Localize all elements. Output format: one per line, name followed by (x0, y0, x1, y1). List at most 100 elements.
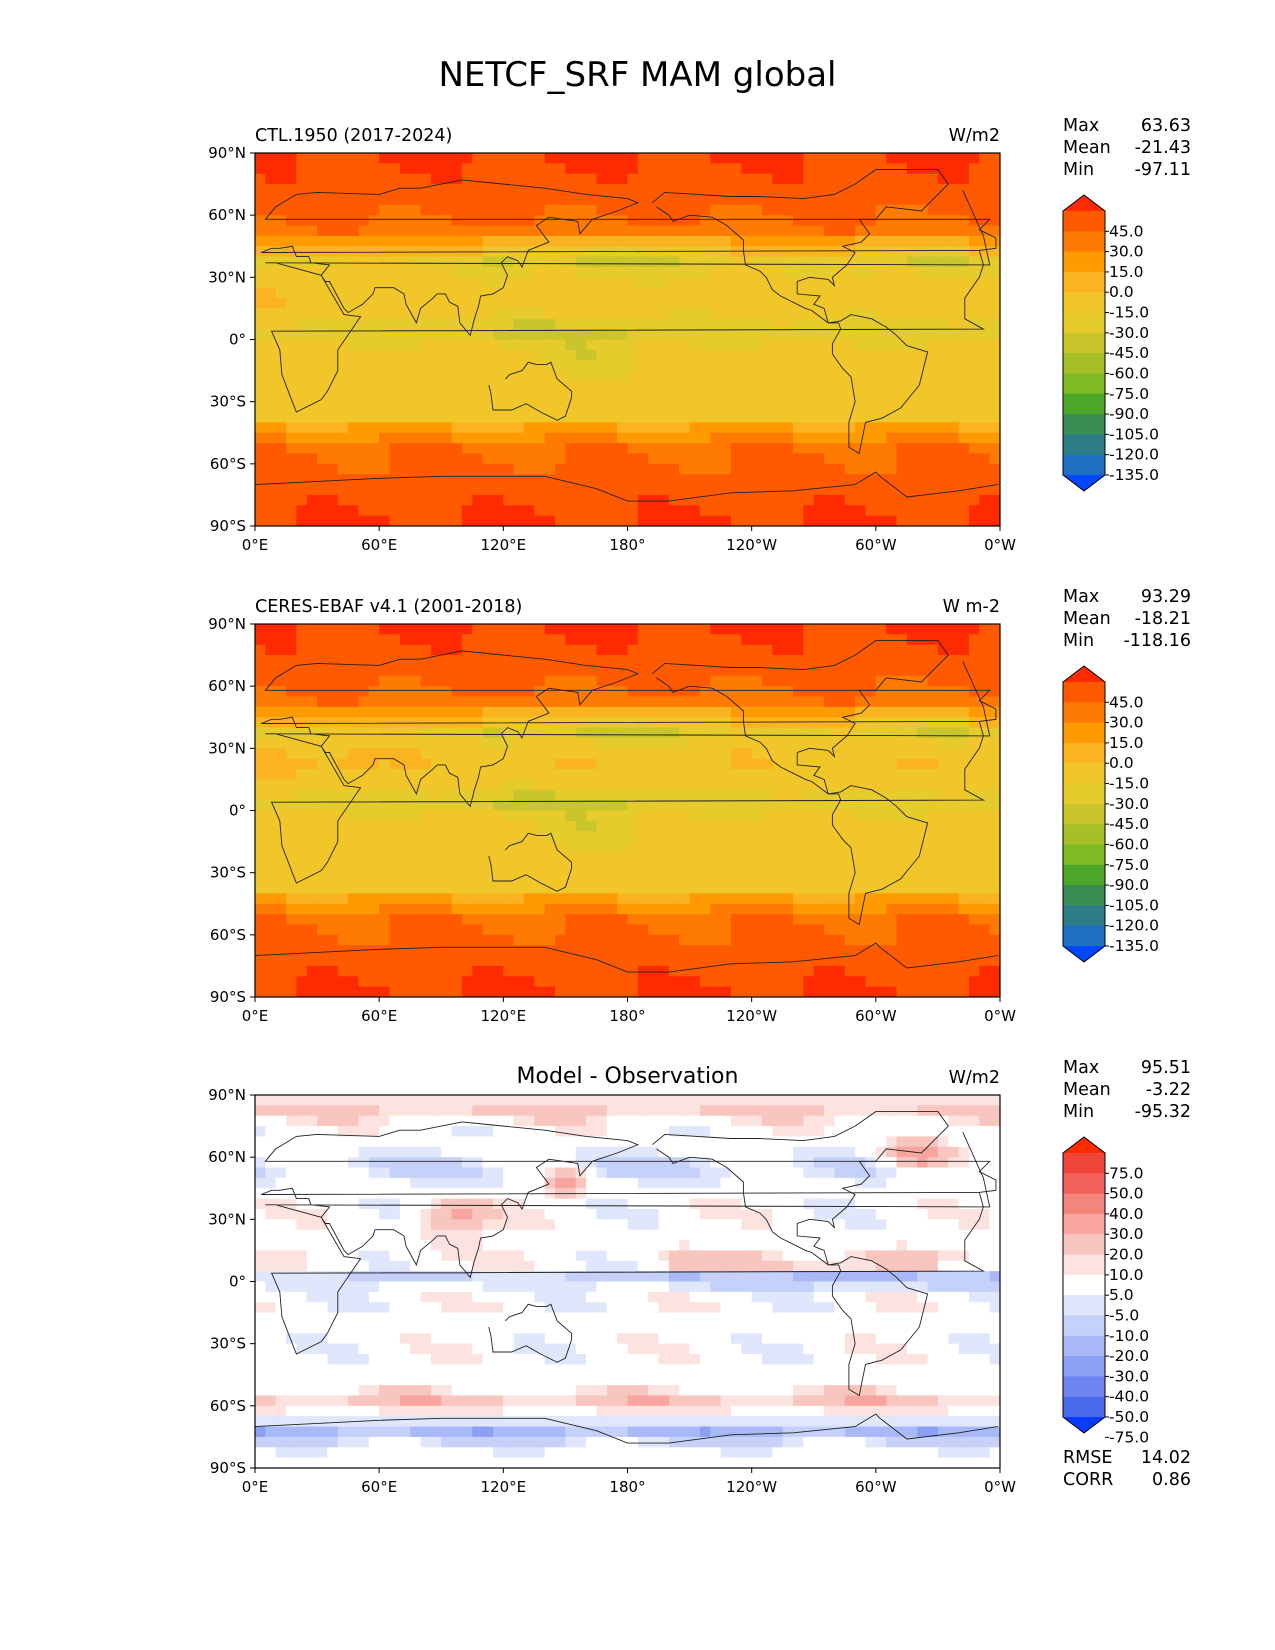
field-cell (958, 655, 970, 667)
field-cell (544, 329, 556, 341)
field-cell (648, 934, 660, 946)
field-cell (762, 706, 773, 718)
field-cell (586, 851, 598, 863)
field-cell (710, 717, 722, 729)
field-cell (782, 665, 794, 677)
field-cell (648, 810, 660, 822)
field-cell (348, 686, 360, 698)
field-cell (948, 624, 960, 635)
field-cell (451, 686, 463, 698)
field-cell (824, 779, 836, 791)
field-cell (513, 432, 525, 444)
field-cell (410, 225, 422, 237)
field-cell (679, 474, 691, 486)
field-cell (741, 686, 753, 698)
field-cell (368, 945, 380, 957)
field-cell (410, 173, 422, 185)
field-cell (782, 851, 794, 863)
field-cell (410, 924, 422, 936)
field-cell (451, 360, 463, 372)
field-cell (793, 727, 805, 739)
field-cell (534, 862, 546, 874)
field-cell (575, 266, 587, 278)
field-cell (927, 696, 939, 708)
field-cell (896, 820, 908, 832)
field-cell (906, 298, 918, 310)
field-cell (441, 266, 453, 278)
field-cell (503, 810, 515, 822)
field-cell (565, 474, 577, 486)
field-cell (337, 246, 349, 258)
field-cell (451, 841, 463, 853)
field-cell (337, 474, 349, 486)
field-cell (658, 769, 670, 781)
field-cell (358, 474, 370, 486)
field-cell (317, 862, 329, 874)
field-cell (720, 686, 732, 698)
field-cell (503, 903, 515, 915)
field-cell (637, 235, 649, 247)
field-cell (337, 686, 349, 698)
field-cell (679, 820, 691, 832)
field-cell (679, 737, 691, 749)
field-cell (461, 810, 473, 822)
field-cell (668, 706, 680, 718)
field-cell (306, 339, 318, 351)
field-cell (834, 443, 846, 455)
field-cell (927, 831, 939, 843)
field-cell (917, 349, 929, 361)
field-cell (886, 484, 898, 496)
field-cell (658, 308, 670, 320)
field-cell (565, 422, 577, 434)
field-cell (513, 484, 525, 496)
field-cell (710, 370, 722, 382)
field-cell (762, 789, 773, 801)
field-cell (834, 277, 846, 289)
field-cell (865, 484, 877, 496)
field-cell (337, 945, 349, 957)
field-cell (782, 696, 794, 708)
field-cell (586, 298, 598, 310)
field-cell (379, 655, 391, 667)
field-cell (368, 706, 380, 718)
field-cell (813, 184, 825, 196)
field-cell (989, 360, 1000, 372)
field-cell (927, 256, 939, 268)
field-cell (875, 810, 887, 822)
field-cell (772, 872, 784, 884)
field-cell (606, 380, 618, 392)
field-cell (461, 727, 473, 739)
field-cell (793, 934, 805, 946)
field-cell (699, 215, 711, 227)
field-cell (927, 675, 939, 687)
field-cell (813, 266, 825, 278)
field-cell (575, 945, 587, 957)
field-cell (855, 266, 867, 278)
field-cell (720, 412, 732, 423)
field-cell (751, 453, 763, 465)
field-cell (555, 173, 567, 185)
field-cell (844, 194, 856, 206)
field-cell (772, 665, 784, 677)
field-cell (855, 665, 867, 677)
field-cell (917, 432, 929, 444)
field-cell (255, 235, 266, 247)
field-cell (317, 655, 329, 667)
field-cell (689, 153, 701, 164)
field-cell (989, 401, 1000, 413)
field-cell (565, 862, 577, 874)
field-cell (534, 634, 546, 646)
field-cell (399, 432, 411, 444)
field-cell (824, 225, 836, 237)
field-cell (720, 675, 732, 687)
field-cell (317, 484, 329, 496)
field-cell (513, 779, 525, 791)
field-cell (751, 339, 763, 351)
field-cell (989, 370, 1000, 382)
field-cell (886, 789, 898, 801)
field-cell (679, 914, 691, 926)
field-cell (575, 515, 587, 526)
field-cell (927, 851, 939, 863)
field-cell (886, 655, 898, 667)
field-cell (379, 748, 391, 760)
